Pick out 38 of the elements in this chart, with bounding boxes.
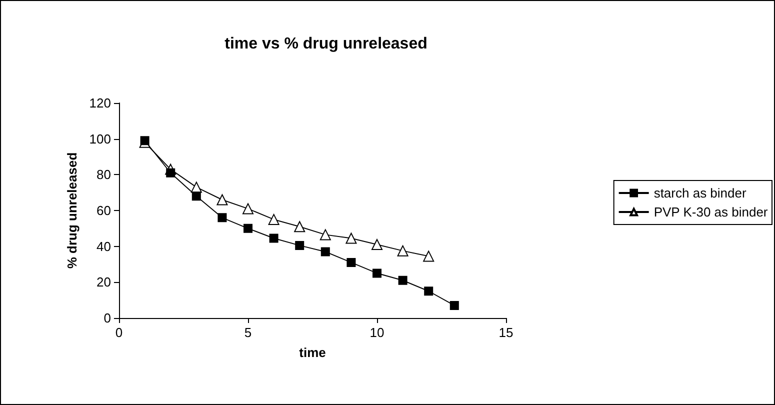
- point: [269, 234, 278, 243]
- x-tick-label: 5: [244, 325, 252, 340]
- point: [242, 203, 254, 214]
- point: [244, 224, 252, 233]
- point: [346, 258, 356, 267]
- y-tick-label: 80: [96, 167, 111, 182]
- legend-label: PVP K-30 as binder: [654, 204, 768, 220]
- x-tick-label: 10: [370, 325, 384, 340]
- y-axis-title: % drug unreleased: [64, 152, 80, 269]
- point: [140, 136, 150, 146]
- point: [372, 268, 382, 278]
- y-tick-label: 100: [89, 131, 111, 146]
- point: [372, 239, 382, 250]
- point: [218, 213, 227, 222]
- point: [320, 247, 330, 256]
- point: [295, 240, 304, 250]
- y-tick-label: 40: [96, 238, 111, 254]
- point: [320, 229, 331, 240]
- point: [397, 245, 408, 256]
- x-axis-title: time: [299, 345, 326, 360]
- legend-label: starch as binder: [654, 186, 747, 200]
- point: [192, 192, 201, 201]
- point: [294, 221, 306, 232]
- point: [423, 250, 434, 262]
- y-tick-label: 0: [104, 310, 111, 326]
- point: [268, 214, 280, 225]
- y-tick-label: 20: [96, 274, 111, 290]
- chart-title: time vs % drug unreleased: [224, 36, 428, 52]
- y-tick-label: 120: [89, 96, 111, 110]
- point: [398, 276, 408, 285]
- point: [346, 232, 357, 244]
- point: [216, 194, 228, 206]
- x-tick-label: 15: [498, 325, 514, 340]
- point: [166, 168, 176, 178]
- x-tick-label: 0: [115, 325, 123, 340]
- y-tick-label: 60: [96, 203, 111, 218]
- point: [450, 300, 459, 310]
- point: [424, 286, 434, 296]
